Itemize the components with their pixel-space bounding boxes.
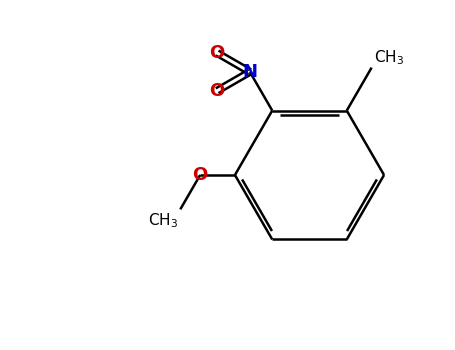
Text: CH$_3$: CH$_3$: [374, 48, 404, 66]
Text: O: O: [210, 82, 225, 100]
Text: O: O: [210, 44, 225, 62]
Text: N: N: [243, 63, 258, 81]
Text: O: O: [192, 166, 208, 184]
Text: CH$_3$: CH$_3$: [148, 211, 178, 230]
